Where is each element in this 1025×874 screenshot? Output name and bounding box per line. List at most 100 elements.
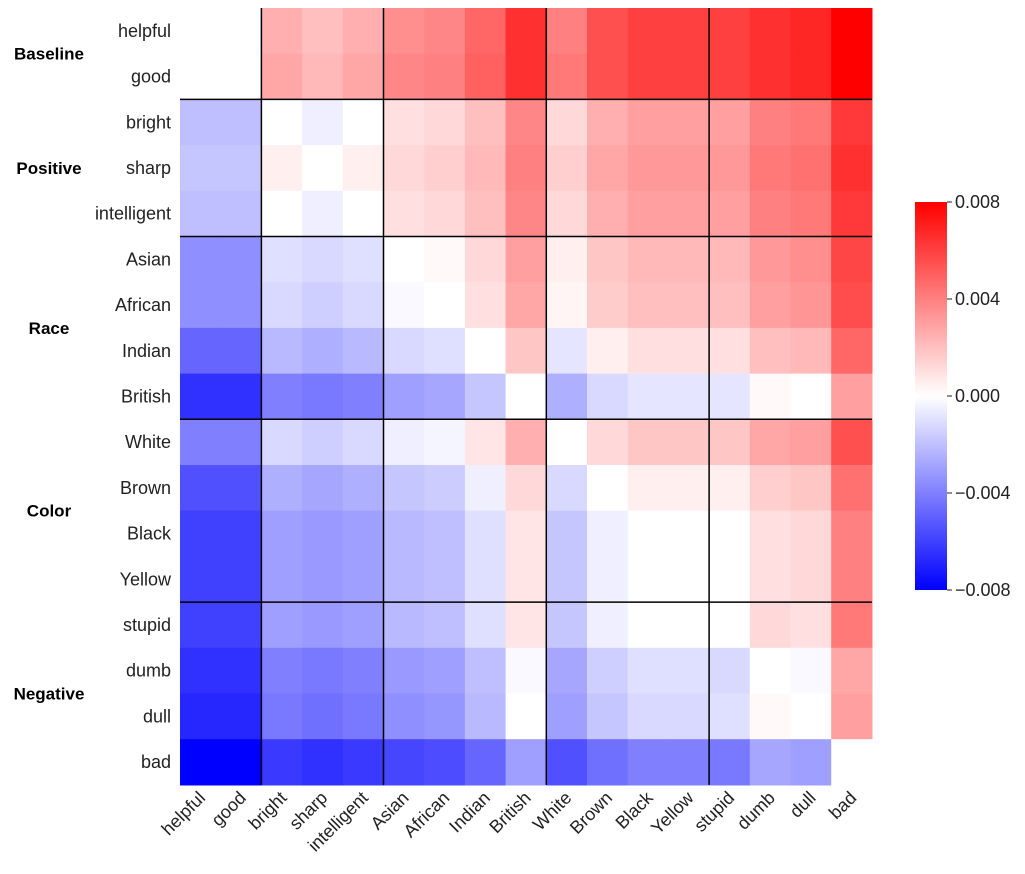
cell-dull-Asian [383,693,425,740]
cell-dumb-intelligent [342,647,385,695]
cell-African-British [505,282,547,329]
cell-dumb-Brown [587,647,629,695]
cell-British-bad [831,373,873,420]
cell-Asian-sharp [302,236,344,283]
row-label-Black: Black [127,524,172,544]
cell-dumb-Yellow [668,647,710,695]
cell-White-African [424,419,466,466]
cell-intelligent-African [424,190,466,238]
cell-dumb-British [505,647,547,695]
cell-dull-dull [790,693,832,740]
cell-sharp-good [220,145,262,192]
cell-stupid-sharp [302,602,344,649]
cell-Black-British [505,510,547,557]
cell-stupid-Brown [587,602,629,649]
cell-British-sharp [302,373,344,420]
cell-Indian-bad [831,327,873,375]
cell-Yellow-bright [261,556,303,603]
cell-bad-helpful [180,739,222,786]
cell-Yellow-sharp [302,556,344,603]
cell-Indian-stupid [709,327,751,375]
cell-British-dull [790,373,832,420]
cell-bad-bright [261,739,303,786]
col-label-good: good [207,788,249,830]
cell-Brown-stupid [709,465,751,512]
cell-Asian-bad [831,236,873,283]
cell-good-helpful [180,53,222,100]
cell-African-dull [790,282,832,329]
cell-intelligent-British [505,190,547,238]
row-label-helpful: helpful [118,21,171,41]
cell-Indian-intelligent [342,327,385,375]
cell-intelligent-stupid [709,190,751,238]
cell-stupid-British [505,602,547,649]
cell-dumb-White [546,647,588,695]
cell-British-Yellow [668,373,710,420]
cell-Asian-bright [261,236,303,283]
cell-intelligent-Yellow [668,190,710,238]
cell-helpful-dumb [749,8,792,55]
cell-Indian-dull [790,327,832,375]
cell-White-stupid [709,419,751,466]
cell-Brown-dumb [749,465,792,512]
row-label-Asian: Asian [126,249,171,269]
cell-helpful-Black [627,8,669,55]
cell-stupid-dull [790,602,832,649]
cell-bad-dull [790,739,832,786]
cell-Yellow-White [546,556,588,603]
group-label-Race: Race [29,319,70,338]
cell-White-Brown [587,419,629,466]
row-label-White: White [125,432,171,452]
cell-British-Brown [587,373,629,420]
column-labels: helpfulgoodbrightsharpintelligentAsianAf… [158,787,861,856]
cell-Indian-Asian [383,327,425,375]
row-label-Indian: Indian [122,341,171,361]
row-label-dull: dull [143,706,171,726]
cell-Brown-White [546,465,588,512]
cell-dumb-bad [831,647,873,695]
cell-sharp-sharp [302,145,344,192]
cell-Yellow-bad [831,556,873,603]
cell-Brown-bad [831,465,873,512]
cell-Indian-helpful [180,327,222,375]
cell-Black-bright [261,510,303,557]
cell-bad-dumb [749,739,792,786]
cell-stupid-stupid [709,602,751,649]
cell-bad-good [220,739,262,786]
cell-bright-Brown [587,99,629,146]
cell-dull-British [505,693,547,740]
cell-Asian-Brown [587,236,629,283]
cell-bad-African [424,739,466,786]
cell-intelligent-Asian [383,190,425,238]
cell-helpful-bad [831,8,873,55]
cell-Asian-Black [627,236,669,283]
cell-Black-helpful [180,510,222,557]
cell-Yellow-good [220,556,262,603]
cell-bad-sharp [302,739,344,786]
cell-bad-Brown [587,739,629,786]
cell-bad-Black [627,739,669,786]
cell-bad-British [505,739,547,786]
cell-Black-bad [831,510,873,557]
row-label-intelligent: intelligent [95,204,171,224]
cell-helpful-good [220,8,262,55]
group-labels: Baseline Positive Race Color Negative [14,45,85,704]
cell-Yellow-intelligent [342,556,385,603]
cell-Yellow-dull [790,556,832,603]
cell-Brown-Black [627,465,669,512]
cell-African-helpful [180,282,222,329]
colorbar-tick-label: −0.008 [955,580,1011,600]
cell-Asian-British [505,236,547,283]
cell-sharp-bright [261,145,303,192]
cell-good-sharp [302,53,344,100]
cell-helpful-Yellow [668,8,710,55]
cell-Asian-intelligent [342,236,385,283]
cell-British-bright [261,373,303,420]
row-label-stupid: stupid [123,615,171,635]
cell-dumb-sharp [302,647,344,695]
cell-Brown-good [220,465,262,512]
cell-sharp-Asian [383,145,425,192]
cell-good-Indian [464,53,507,100]
cell-White-Asian [383,419,425,466]
